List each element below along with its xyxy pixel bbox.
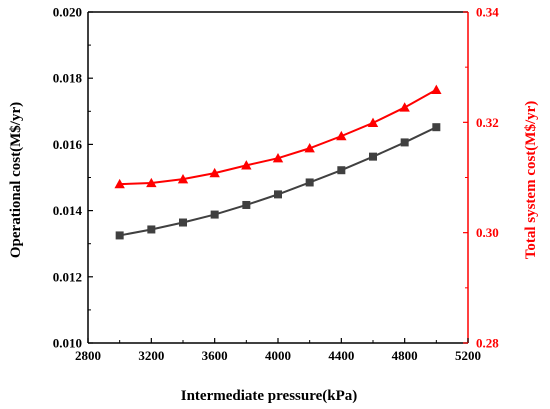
x-tick-label: 5200 (455, 348, 481, 363)
y-left-tick-label: 0.014 (53, 203, 83, 218)
triangle-marker (177, 173, 189, 184)
x-tick-label: 2800 (75, 348, 101, 363)
square-marker (210, 210, 219, 219)
triangle-marker (272, 152, 284, 163)
triangle-marker (114, 178, 125, 189)
triangle-marker (367, 117, 379, 128)
y-left-tick-label: 0.020 (53, 5, 82, 20)
square-marker (337, 166, 346, 175)
x-axis-title: Intermediate pressure(kPa) (181, 388, 358, 404)
x-tick-label: 4000 (265, 348, 291, 363)
y-right-axis-title: Total system cost(M$/yr) (523, 101, 539, 260)
square-marker (115, 231, 124, 240)
triangle-marker (146, 177, 157, 188)
square-marker (242, 200, 251, 209)
y-right-tick-label: 0.32 (476, 115, 499, 130)
square-marker (147, 225, 156, 234)
x-tick-label: 4400 (328, 348, 354, 363)
x-tick-label: 3600 (202, 348, 228, 363)
y-right-tick-label: 0.34 (476, 5, 499, 20)
y-left-tick-label: 0.012 (53, 269, 82, 284)
square-marker (432, 123, 441, 132)
triangle-marker (241, 160, 252, 170)
y-right-tick-label: 0.28 (476, 336, 499, 351)
triangle-marker (304, 143, 315, 153)
square-marker (369, 152, 377, 161)
x-tick-label: 4800 (392, 348, 418, 363)
triangle-marker (431, 84, 442, 94)
x-tick-label: 3200 (138, 348, 164, 363)
square-marker (400, 138, 409, 147)
series-line-right (119, 88, 437, 186)
square-marker (305, 178, 314, 187)
y-left-tick-label: 0.016 (53, 137, 83, 152)
y-left-tick-label: 0.018 (53, 71, 83, 86)
square-marker (179, 218, 187, 227)
triangle-marker (336, 130, 347, 141)
square-marker (274, 190, 282, 199)
triangle-marker (209, 167, 220, 178)
y-left-axis-title: Operational cost(M$/yr) (8, 102, 24, 258)
y-left-tick-label: 0.010 (53, 336, 82, 351)
triangle-marker (399, 102, 410, 112)
y-right-tick-label: 0.30 (476, 225, 499, 240)
